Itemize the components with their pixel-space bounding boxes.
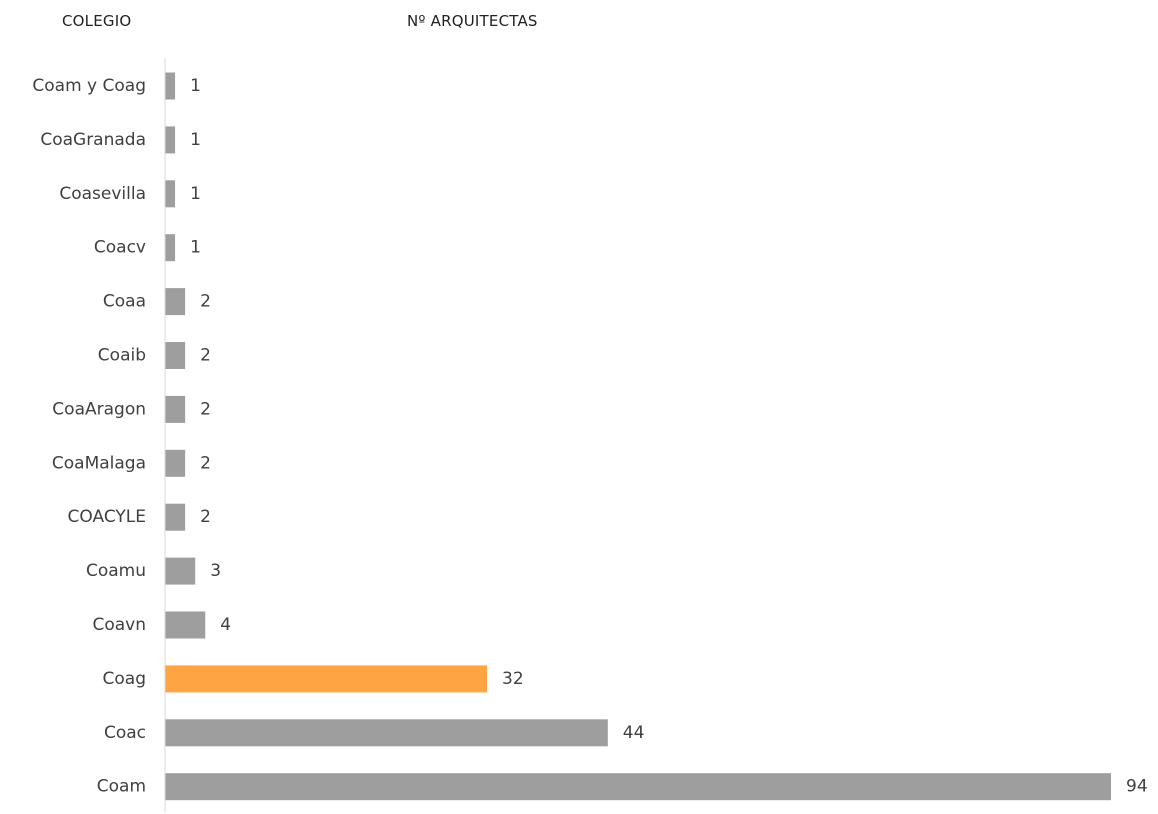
bar-value-label: 2 (200, 507, 211, 527)
bar (165, 665, 488, 693)
category-label: CoaAragon (52, 399, 146, 419)
bar-value-label: 44 (623, 723, 645, 743)
bar-value-label: 1 (190, 238, 201, 258)
category-label: Coavn (92, 615, 146, 635)
bar-value-label: 2 (200, 399, 211, 419)
category-column-header: COLEGIO (62, 12, 132, 30)
value-column-header: Nº ARQUITECTAS (407, 12, 538, 30)
bar (165, 342, 186, 369)
bar (165, 449, 186, 477)
bar-value-label: 1 (190, 130, 201, 150)
category-label: Coacv (94, 238, 146, 258)
bar (165, 503, 186, 531)
bar-value-label: 2 (200, 292, 211, 312)
bar (165, 180, 176, 208)
category-label: COACYLE (68, 507, 146, 527)
bar-value-label: 94 (1126, 777, 1148, 797)
bar-value-label: 2 (200, 453, 211, 473)
bar (165, 557, 196, 585)
bar-value-label: 32 (502, 669, 524, 689)
category-label: CoaGranada (40, 130, 146, 150)
bars-layer: Coam y Coag 1 CoaGranada 1 Coasevilla 1 Coacv 1… (32, 72, 1148, 801)
bar (165, 288, 186, 316)
bar-value-label: 2 (200, 346, 211, 366)
bar (165, 611, 206, 639)
category-label: Coamu (86, 561, 146, 581)
category-label: Coaa (103, 292, 146, 312)
bar (165, 395, 186, 423)
bar-value-label: 1 (190, 184, 201, 204)
category-label: Coaib (98, 346, 146, 366)
category-label: Coag (103, 669, 146, 689)
bar (165, 773, 1111, 801)
bar (165, 126, 176, 154)
category-label: Coac (104, 723, 146, 743)
category-label: Coasevilla (59, 184, 146, 204)
bar-value-label: 4 (220, 615, 231, 635)
bar (165, 719, 608, 747)
category-label: Coam (97, 777, 146, 797)
bar (165, 72, 176, 100)
bar (165, 234, 176, 262)
category-label: CoaMalaga (52, 453, 146, 473)
bar-value-label: 3 (210, 561, 221, 581)
category-label: Coam y Coag (32, 76, 146, 96)
bar-value-label: 1 (190, 76, 201, 96)
